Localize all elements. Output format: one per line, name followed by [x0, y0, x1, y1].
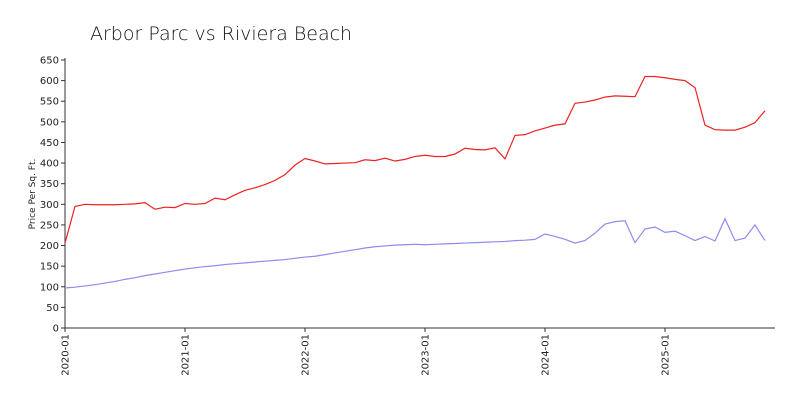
- y-tick-label: 650: [40, 56, 59, 67]
- y-tick-label: 200: [40, 241, 59, 252]
- y-tick-label: 550: [40, 97, 59, 108]
- y-tick-label: 150: [40, 262, 59, 273]
- y-axis-label: Price Per Sq. Ft.: [28, 159, 38, 230]
- x-tick-label: 2020-01: [61, 334, 72, 376]
- y-tick-label: 400: [40, 159, 59, 170]
- x-tick-label: 2021-01: [181, 334, 192, 376]
- x-tick-label: 2022-01: [301, 334, 312, 376]
- x-tick-label: 2025-01: [661, 334, 672, 376]
- y-tick-label: 100: [40, 282, 59, 293]
- series-line: [64, 217, 766, 289]
- y-tick-label: 250: [40, 220, 59, 231]
- y-tick-label: 600: [40, 76, 59, 87]
- y-tick-label: 450: [40, 138, 59, 149]
- x-tick-label: 2023-01: [421, 334, 432, 376]
- y-tick-label: 0: [53, 324, 59, 335]
- y-tick-label: 300: [40, 200, 59, 211]
- chart-title: Arbor Parc vs Riviera Beach: [90, 23, 352, 45]
- y-tick-label: 350: [40, 179, 59, 190]
- x-tick-label: 2024-01: [541, 334, 552, 376]
- series-line: [64, 75, 766, 244]
- y-tick-label: 500: [40, 117, 59, 128]
- y-tick-label: 50: [46, 303, 59, 314]
